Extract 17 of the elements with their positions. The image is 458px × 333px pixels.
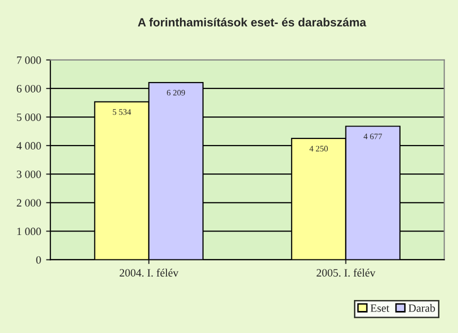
y-tick-label: 2 000 xyxy=(16,199,41,207)
legend-label: Darab xyxy=(408,304,435,312)
y-tick-label: 5 000 xyxy=(17,113,41,121)
data-label: 5 534 xyxy=(112,109,132,115)
data-label: 4 677 xyxy=(364,134,382,140)
x-tick-label: 2004. I. félév xyxy=(120,268,178,277)
y-tick-label: 4 000 xyxy=(16,142,41,150)
chart-title: A forinthamisítások eset- és darabszáma xyxy=(138,18,366,26)
data-label: 6 209 xyxy=(166,90,185,96)
y-tick-label: 7 000 xyxy=(17,56,41,64)
x-tick-label: 2005. I. félév xyxy=(316,268,376,277)
y-tick-label: 6 000 xyxy=(16,84,41,92)
legend-label: Eset xyxy=(370,304,390,312)
y-tick-label: 3 000 xyxy=(16,170,41,178)
y-tick-label: 0 xyxy=(36,256,41,264)
y-tick-label: 1 000 xyxy=(17,228,41,236)
data-label: 4 250 xyxy=(310,146,328,152)
